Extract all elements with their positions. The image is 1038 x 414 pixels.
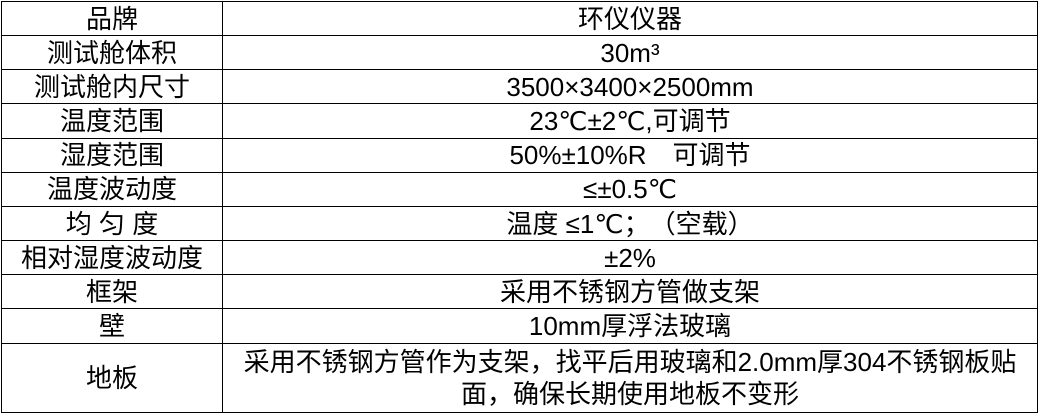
spec-value-floor: 采用不锈钢方管作为支架，找平后用玻璃和2.0mm厚304不锈钢板贴面，确保长期使… bbox=[222, 342, 1038, 414]
spec-label-rh-fluctuation: 相对湿度波动度 bbox=[1, 240, 223, 276]
spec-value-chamber-volume: 30m³ bbox=[222, 35, 1038, 71]
table-row: 框架 采用不锈钢方管做支架 bbox=[1, 274, 1038, 310]
spec-label-frame: 框架 bbox=[1, 274, 223, 310]
table-row: 地板 采用不锈钢方管作为支架，找平后用玻璃和2.0mm厚304不锈钢板贴面，确保… bbox=[1, 342, 1038, 414]
spec-label-chamber-volume: 测试舱体积 bbox=[1, 35, 223, 71]
spec-value-brand: 环仪仪器 bbox=[222, 0, 1038, 37]
table-row: 均 匀 度 温度 ≤1℃； （空载） bbox=[1, 205, 1038, 242]
spec-label-temp-range: 温度范围 bbox=[1, 103, 223, 139]
table-row: 相对湿度波动度 ±2% bbox=[1, 240, 1038, 276]
spec-label-temp-fluctuation: 温度波动度 bbox=[1, 171, 223, 207]
spec-label-floor: 地板 bbox=[1, 342, 223, 414]
spec-label-humidity-range: 湿度范围 bbox=[1, 137, 223, 173]
spec-value-humidity-range: 50%±10%R 可调节 bbox=[222, 137, 1038, 173]
spec-label-uniformity: 均 匀 度 bbox=[1, 205, 223, 242]
table-row: 测试舱内尺寸 3500×3400×2500mm bbox=[1, 69, 1038, 105]
spec-value-frame: 采用不锈钢方管做支架 bbox=[222, 274, 1038, 310]
table-row: 温度波动度 ≤±0.5℃ bbox=[1, 171, 1038, 207]
spec-value-temp-range: 23℃±2℃,可调节 bbox=[222, 103, 1038, 139]
spec-value-uniformity: 温度 ≤1℃； （空载） bbox=[222, 205, 1038, 242]
table-row: 湿度范围 50%±10%R 可调节 bbox=[1, 137, 1038, 173]
spec-value-rh-fluctuation: ±2% bbox=[222, 240, 1038, 276]
spec-label-wall: 壁 bbox=[1, 308, 223, 344]
table-row: 品牌 环仪仪器 bbox=[1, 0, 1038, 37]
table-row: 测试舱体积 30m³ bbox=[1, 35, 1038, 71]
spec-label-chamber-dimensions: 测试舱内尺寸 bbox=[1, 69, 223, 105]
table-row: 壁 10mm厚浮法玻璃 bbox=[1, 308, 1038, 344]
spec-value-wall: 10mm厚浮法玻璃 bbox=[222, 308, 1038, 344]
spec-label-brand: 品牌 bbox=[1, 0, 223, 37]
spec-value-chamber-dimensions: 3500×3400×2500mm bbox=[222, 69, 1038, 105]
spec-value-temp-fluctuation: ≤±0.5℃ bbox=[222, 171, 1038, 207]
table-row: 温度范围 23℃±2℃,可调节 bbox=[1, 103, 1038, 139]
